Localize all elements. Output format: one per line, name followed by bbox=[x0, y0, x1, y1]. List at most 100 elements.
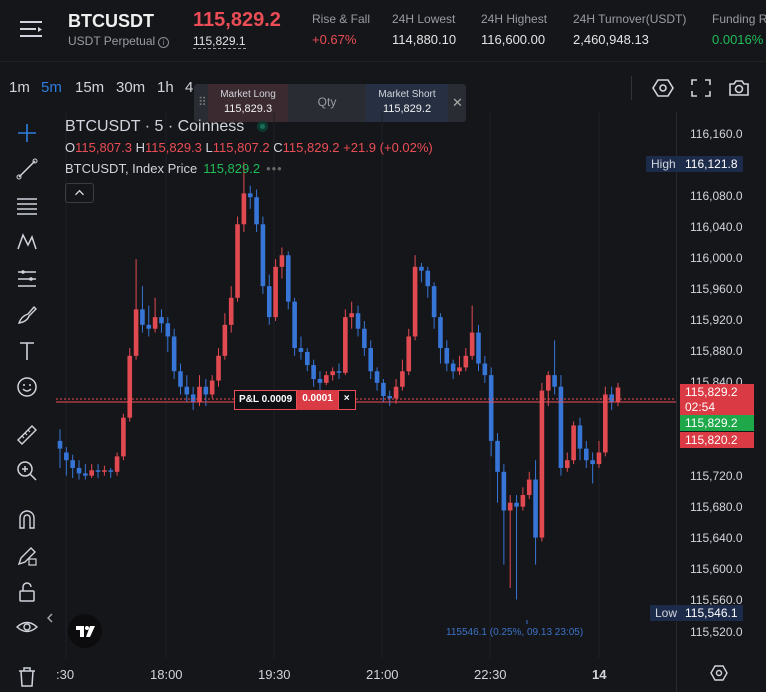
stat-label: 24H Lowest bbox=[392, 12, 456, 26]
candle bbox=[362, 328, 367, 349]
eye-icon[interactable] bbox=[15, 615, 39, 639]
candle bbox=[558, 386, 564, 468]
crosshair-icon[interactable] bbox=[15, 121, 39, 145]
price-tick: 115,520.0 bbox=[690, 625, 743, 639]
candle bbox=[247, 193, 253, 198]
price-tick: 115,880.0 bbox=[690, 344, 743, 358]
ticker-header: BTCUSDT USDT Perpetual i 115,829.2 115,82… bbox=[0, 0, 766, 62]
candle bbox=[387, 396, 393, 399]
more-options-icon[interactable]: ••• bbox=[266, 161, 283, 176]
candle bbox=[552, 375, 557, 387]
close-position-icon[interactable]: × bbox=[337, 390, 356, 410]
time-tick: 22:30 bbox=[474, 667, 507, 682]
timeframe-30m[interactable]: 30m bbox=[116, 79, 146, 96]
close-icon[interactable]: ✕ bbox=[452, 95, 463, 110]
collapse-legend-button[interactable] bbox=[65, 183, 94, 203]
candle bbox=[381, 382, 386, 397]
pattern-icon[interactable] bbox=[15, 230, 39, 254]
lock-pencil-icon[interactable] bbox=[15, 544, 39, 568]
info-icon[interactable]: i bbox=[158, 37, 170, 48]
market-short-button[interactable]: Market Short 115,829.2 bbox=[366, 84, 448, 122]
candle bbox=[571, 425, 576, 461]
time-tick: 14 bbox=[592, 667, 607, 682]
last-price: 115,829.2 bbox=[193, 9, 281, 31]
symbol-name[interactable]: BTCUSDT bbox=[68, 11, 154, 31]
settings-hexagon-icon[interactable] bbox=[652, 78, 674, 98]
magnet-icon[interactable] bbox=[15, 508, 39, 532]
candle bbox=[425, 270, 431, 287]
trend-line-icon[interactable] bbox=[15, 157, 39, 181]
candle bbox=[197, 386, 202, 403]
low-value: 115,807.2 bbox=[212, 140, 270, 155]
candle bbox=[95, 470, 101, 472]
close-label: C bbox=[273, 140, 283, 155]
menu-icon[interactable] bbox=[20, 20, 42, 38]
candle bbox=[222, 324, 228, 356]
candle bbox=[501, 471, 507, 511]
stat-label: 24H Highest bbox=[481, 12, 548, 26]
candle bbox=[64, 452, 69, 461]
stat-value: 114,880.10 bbox=[392, 32, 457, 47]
emoji-icon[interactable] bbox=[15, 375, 39, 399]
candle bbox=[438, 317, 443, 349]
text-icon[interactable] bbox=[15, 339, 39, 363]
timeframe-15m[interactable]: 15m bbox=[75, 79, 105, 96]
time-tick: 19:30 bbox=[258, 667, 291, 682]
horizontal-lines-icon[interactable] bbox=[15, 194, 39, 218]
time-tick: :30 bbox=[56, 667, 75, 682]
timeframe-1h[interactable]: 1h bbox=[157, 79, 174, 96]
trash-icon[interactable] bbox=[15, 665, 39, 689]
candle bbox=[165, 323, 171, 337]
candle bbox=[469, 332, 475, 356]
brush-icon[interactable] bbox=[15, 303, 39, 327]
gear-icon[interactable] bbox=[710, 664, 728, 682]
fib-icon[interactable] bbox=[15, 267, 39, 291]
low-tag-value: 115,546.1 bbox=[680, 605, 743, 621]
stat-label: Rise & Fall bbox=[312, 12, 371, 26]
candle bbox=[406, 336, 412, 372]
candle bbox=[70, 460, 75, 468]
camera-icon[interactable] bbox=[728, 78, 750, 98]
timeframe-5m[interactable]: 5m bbox=[41, 79, 62, 96]
zoom-in-icon[interactable] bbox=[15, 459, 39, 483]
qty-input[interactable]: Qty bbox=[317, 95, 337, 109]
entry-price-tag: 115,820.2 bbox=[680, 432, 754, 448]
mark-price[interactable]: 115,829.1 bbox=[193, 34, 246, 49]
stat-label: 24H Turnover(USDT) bbox=[573, 12, 687, 26]
candle bbox=[476, 332, 481, 364]
candle bbox=[615, 387, 621, 403]
candlestick-chart[interactable] bbox=[56, 112, 676, 658]
contract-type-label: USDT Perpetual bbox=[68, 34, 156, 48]
open-label: O bbox=[65, 140, 76, 155]
time-tick: 18:00 bbox=[150, 667, 183, 682]
stat-value: +0.67% bbox=[312, 32, 357, 47]
price-tick: 115,720.0 bbox=[690, 469, 743, 483]
unlock-icon[interactable] bbox=[15, 580, 39, 604]
position-qty[interactable]: 0.0001 bbox=[297, 390, 338, 410]
index-value: 115,829.2 bbox=[203, 161, 261, 176]
tradingview-logo-icon[interactable] bbox=[68, 614, 102, 648]
market-long-button[interactable]: Market Long 115,829.3 bbox=[208, 84, 288, 122]
low-tag-label: Low bbox=[650, 605, 683, 621]
time-axis[interactable]: :30 18:00 19:30 21:00 22:30 14 bbox=[56, 660, 676, 690]
stat-label: Funding R bbox=[712, 12, 766, 26]
candle bbox=[241, 193, 247, 225]
index-label: BTCUSDT, Index Price bbox=[65, 161, 198, 176]
candle bbox=[203, 386, 209, 395]
ruler-icon[interactable] bbox=[15, 423, 39, 447]
drawing-toolbar bbox=[0, 112, 56, 692]
fullscreen-icon[interactable] bbox=[690, 78, 712, 98]
candle bbox=[507, 502, 513, 511]
candle bbox=[216, 355, 221, 381]
chart-legend-title[interactable]: BTCUSDT · 5 · Coinness bbox=[65, 118, 245, 135]
price-tick: 116,040.0 bbox=[690, 220, 743, 234]
candle bbox=[266, 286, 272, 318]
timeframe-4h[interactable]: 4 bbox=[185, 79, 194, 96]
close-value: 115,829.2 bbox=[282, 140, 340, 155]
candle bbox=[324, 375, 329, 383]
chevron-left-icon[interactable] bbox=[44, 612, 56, 624]
timeframe-1m[interactable]: 1m bbox=[9, 79, 30, 96]
candle bbox=[89, 470, 95, 476]
candle bbox=[564, 460, 570, 468]
drag-handle-icon[interactable]: ⠿ bbox=[198, 95, 207, 109]
